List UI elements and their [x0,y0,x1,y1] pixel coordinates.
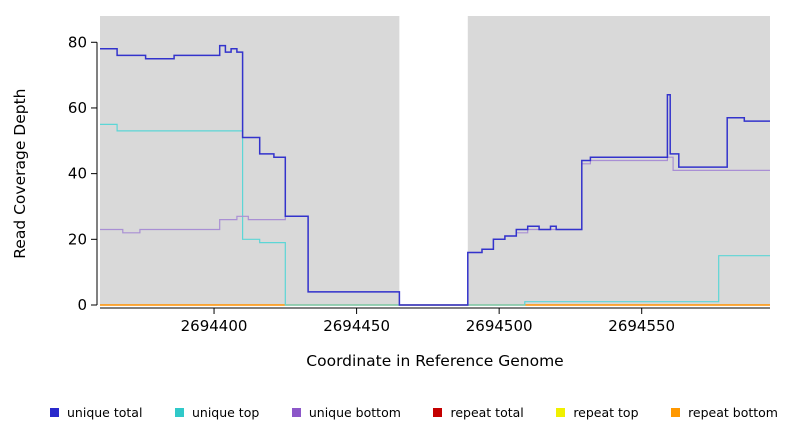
legend-item-repeat-total: repeat total [433,405,524,420]
legend-swatch-repeat-top [556,408,566,417]
legend-swatch-unique-bottom [291,408,301,417]
legend-swatch-repeat-total [433,408,443,417]
svg-text:Read Coverage Depth: Read Coverage Depth [11,88,29,258]
coverage-plot: 0 20 40 60 80 2694400 2694450 2694500 2694550 Coo… [11,16,770,370]
legend-item-repeat-bottom: repeat bottom [671,405,778,420]
svg-text:2694450: 2694450 [323,317,390,335]
legend-label-unique-top: unique top [191,405,260,420]
svg-text:Coordinate in Reference Genome: Coordinate in Reference Genome [306,352,563,370]
legend-label-repeat-top: repeat top [573,405,639,420]
svg-text:60: 60 [68,99,87,117]
svg-text:20: 20 [68,230,87,248]
svg-text:40: 40 [68,165,87,183]
legend-label-unique-total: unique total [67,405,143,420]
legend-swatch-repeat-bottom [671,408,681,417]
legend-label-repeat-bottom: repeat bottom [688,405,778,420]
legend-swatch-unique-top [174,408,184,417]
legend-item-unique-bottom: unique bottom [291,405,401,420]
legend-item-unique-total: unique total [50,405,142,420]
legend-item-repeat-top: repeat top [556,405,639,420]
svg-text:0: 0 [77,296,87,314]
svg-text:2694500: 2694500 [466,317,533,335]
legend-label-unique-bottom: unique bottom [308,405,401,420]
svg-text:2694400: 2694400 [181,317,248,335]
legend-item-unique-top: unique top [174,405,260,420]
legend-swatch-unique-total [50,408,59,417]
svg-text:2694550: 2694550 [608,317,675,335]
plot-legend: unique total unique top unique bottom re… [0,405,792,420]
legend-label-repeat-total: repeat total [450,405,524,420]
svg-text:80: 80 [68,33,87,51]
